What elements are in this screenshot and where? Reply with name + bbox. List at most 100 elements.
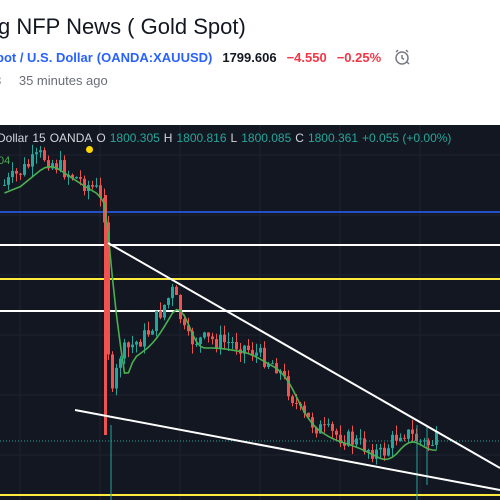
candle-body — [191, 331, 194, 345]
candle-body — [91, 185, 94, 187]
candle-body — [243, 345, 246, 354]
candle-body — [303, 405, 306, 413]
candle-body — [219, 334, 222, 349]
idea-title: g NFP News ( Gold Spot) — [0, 14, 246, 39]
candle-body — [255, 352, 258, 356]
candle-body — [131, 344, 134, 348]
candle-body — [63, 160, 66, 178]
candle-body — [35, 152, 38, 155]
symbol-change-percent: −0.25% — [336, 49, 382, 65]
candle-body — [155, 310, 158, 331]
candle-body — [47, 160, 50, 169]
candle-body — [335, 430, 338, 435]
legend-h-value: 1800.816 — [176, 131, 227, 145]
legend-pair: Dollar — [0, 131, 29, 145]
candle-body — [71, 174, 74, 179]
candle-body — [359, 438, 362, 440]
candle-body — [419, 440, 422, 442]
legend-change: +0.055 (+0.00%) — [362, 131, 452, 145]
candle-body — [223, 334, 226, 343]
candles — [3, 144, 438, 500]
legend-c-label: C — [295, 131, 304, 145]
candle-body — [175, 286, 178, 295]
candle-body — [23, 164, 26, 175]
candle-body — [95, 185, 98, 187]
candle-body — [199, 337, 202, 344]
chart-canvas[interactable] — [0, 125, 500, 500]
candle-body — [407, 429, 410, 439]
candle-body — [159, 310, 162, 318]
candle-body — [207, 332, 210, 337]
candle-body — [427, 440, 430, 446]
candle-body — [227, 342, 230, 344]
candle-body — [135, 341, 138, 345]
candle-body — [123, 342, 126, 359]
candle-body — [55, 163, 58, 170]
candle-body — [203, 332, 206, 338]
candle-body — [167, 298, 170, 305]
candle-body — [247, 345, 250, 350]
candle-body — [51, 163, 54, 169]
symbol-change: −4.550 — [286, 49, 327, 65]
alarm-clock-icon[interactable] — [393, 48, 411, 66]
ohlc-legend: Dollar 15 OANDA O 1800.305 H 1800.816 L 180… — [0, 131, 451, 145]
candle-body — [339, 434, 342, 444]
candle-body — [115, 367, 118, 389]
candle-body — [143, 330, 146, 347]
candle-body — [27, 164, 30, 167]
candle-body — [104, 195, 107, 435]
candle-body — [195, 343, 198, 345]
candle-body — [99, 185, 102, 198]
candle-body — [139, 341, 142, 347]
ma-value-label: 04 — [0, 155, 11, 167]
candle-body — [235, 341, 238, 350]
candle-body — [307, 412, 310, 418]
candle-body — [287, 376, 290, 397]
candle-body — [403, 437, 406, 439]
candle-body — [83, 178, 86, 191]
trend-lines — [74, 242, 500, 491]
meta-prefix: 3 — [0, 73, 1, 88]
candle-body — [19, 173, 22, 175]
candle-body — [367, 450, 370, 452]
legend-l-label: L — [230, 131, 238, 145]
candle-body — [283, 371, 286, 377]
legend-o-label: O — [96, 131, 106, 145]
candle-body — [31, 154, 34, 167]
candle-body — [315, 427, 318, 434]
candle-body — [351, 431, 354, 445]
legend-interval: 15 — [32, 131, 46, 145]
candle-body — [171, 286, 174, 299]
candle-body — [323, 424, 326, 426]
candle-body — [295, 402, 298, 404]
candle-body — [211, 336, 214, 340]
event-marker-icon[interactable] — [86, 146, 93, 153]
upper-trend-line — [107, 242, 500, 469]
candle-body — [147, 330, 150, 335]
candle-body — [79, 177, 82, 179]
candle-body — [271, 363, 274, 365]
candle-body — [399, 437, 402, 441]
candle-body — [119, 358, 122, 368]
candle-body — [215, 339, 218, 349]
candle-body — [375, 449, 378, 459]
candle-body — [343, 443, 346, 446]
candle-body — [331, 423, 334, 431]
chart-grid — [0, 125, 500, 500]
candle-body — [259, 347, 262, 353]
symbol-exchange-link[interactable]: (OANDA:XAUUSD) — [96, 49, 213, 65]
candle-body — [423, 440, 426, 442]
idea-header: g NFP News ( Gold Spot) pot / U.S. Dolla… — [0, 0, 500, 125]
candle-body — [395, 434, 398, 441]
candle-body — [59, 160, 62, 170]
legend-l-value: 1800.085 — [241, 131, 292, 145]
candle-body — [383, 447, 386, 456]
symbol-name-link[interactable]: pot / U.S. Dollar — [0, 49, 93, 65]
candle-body — [311, 417, 314, 428]
candle-body — [107, 222, 110, 355]
price-chart[interactable]: Dollar 15 OANDA O 1800.305 H 1800.816 L 180… — [0, 125, 500, 500]
candle-body — [127, 342, 130, 348]
moving-average-line — [4, 165, 437, 461]
candle-body — [75, 177, 78, 179]
candle-body — [15, 170, 18, 174]
